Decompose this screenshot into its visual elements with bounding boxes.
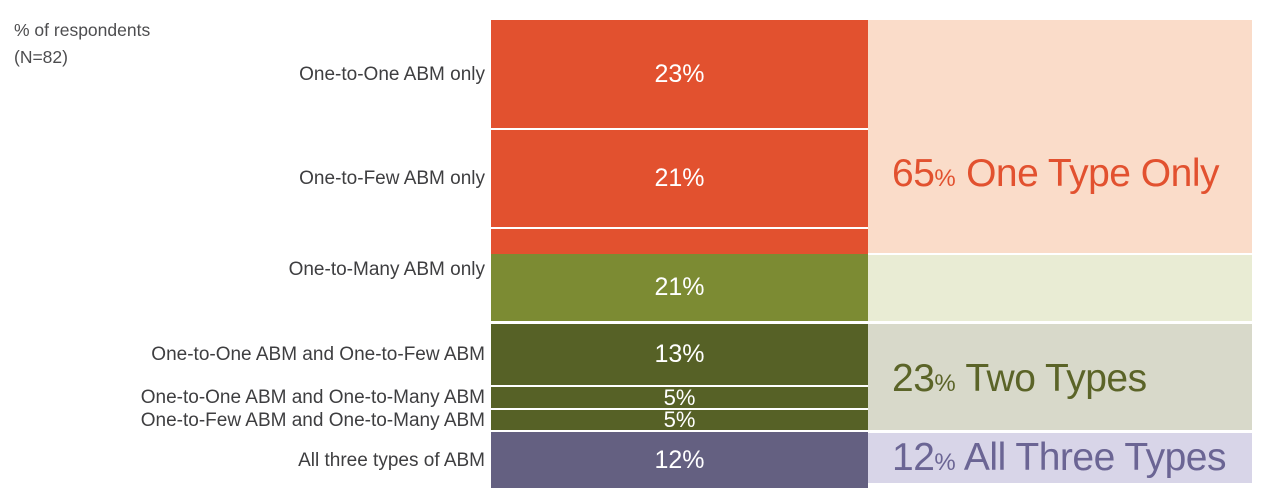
- bar-segment-all-three: 12%: [491, 432, 868, 488]
- annotation-all-three-types: 12% All Three Types: [892, 436, 1226, 480]
- row-label-one-and-few: One-to-One ABM and One-to-Few ABM: [151, 344, 485, 365]
- annotation-label: One Type Only: [955, 152, 1219, 195]
- bar-segment-one-and-few: 13%: [491, 324, 868, 385]
- row-label-one-to-one-only: One-to-One ABM only: [299, 64, 485, 85]
- chart-note-line1: % of respondents: [14, 20, 151, 40]
- row-label-few-and-many: One-to-Few ABM and One-to-Many ABM: [140, 410, 485, 431]
- annotation-one-type-only: 65% One Type Only: [892, 152, 1220, 196]
- annotation-label: Two Types: [955, 357, 1147, 400]
- band-one-type-green: [868, 255, 1252, 321]
- bar-segment-one-to-many-only: 21%: [491, 254, 868, 321]
- chart-note: % of respondents (N=82): [14, 17, 150, 71]
- bar-segment-one-to-few-only: 21%: [491, 130, 868, 227]
- bar-segment-one-to-one-only: 23%: [491, 20, 868, 128]
- annotation-value: 23: [892, 357, 935, 400]
- bar-value-label: 5%: [663, 384, 696, 410]
- bar-value-label: 21%: [654, 164, 705, 192]
- band-all-three-types: [868, 433, 1252, 483]
- bar-value-label: 21%: [654, 273, 705, 301]
- percent-sign: %: [934, 165, 956, 192]
- annotation-value: 65: [892, 152, 935, 195]
- percent-sign: %: [934, 370, 956, 397]
- band-one-type-only: [868, 20, 1252, 253]
- chart-note-line2: (N=82): [14, 47, 68, 67]
- bar-segment-one-type-orange-strip: [491, 229, 868, 254]
- bar-segment-few-and-many: 5%: [491, 407, 868, 432]
- bar-segment-one-and-many: 5%: [491, 384, 868, 410]
- row-label-all-three: All three types of ABM: [298, 450, 485, 471]
- row-label-one-to-many-only: One-to-Many ABM only: [288, 259, 485, 280]
- percent-sign: %: [934, 449, 956, 476]
- annotation-two-types: 23% Two Types: [892, 357, 1147, 401]
- bar-value-label: 13%: [654, 340, 705, 368]
- band-two-types: [868, 324, 1252, 430]
- annotation-value: 12: [892, 436, 935, 479]
- row-label-one-to-few-only: One-to-Few ABM only: [299, 168, 485, 189]
- bar-value-label: 5%: [663, 407, 696, 432]
- annotation-label: All Three Types: [955, 436, 1227, 479]
- row-label-one-and-many: One-to-One ABM and One-to-Many ABM: [140, 387, 485, 408]
- bar-value-label: 23%: [654, 59, 705, 88]
- bar-value-label: 12%: [654, 445, 705, 474]
